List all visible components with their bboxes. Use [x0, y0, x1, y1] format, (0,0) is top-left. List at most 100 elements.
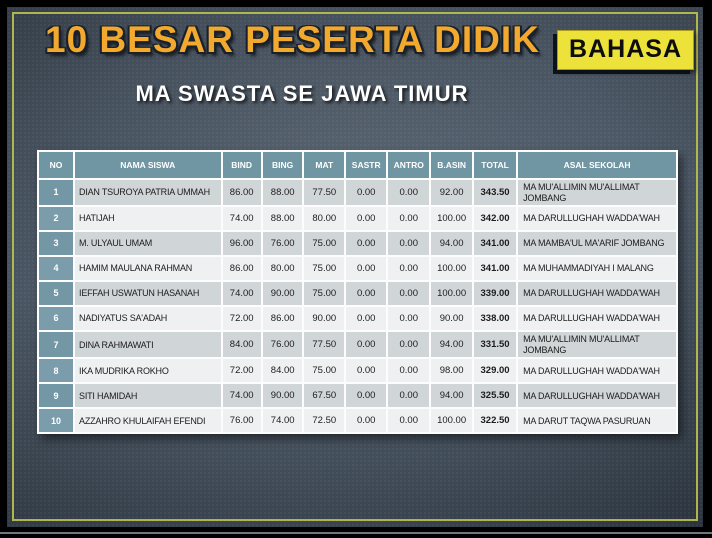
cell-bing-score: 74.00	[262, 409, 303, 433]
cell-school-name: MA MUHAMMADIYAH I MALANG	[518, 257, 676, 281]
cell-total-score: 338.00	[474, 307, 517, 331]
cell-student-name: DIAN TSUROYA PATRIA UMMAH	[75, 180, 221, 206]
cell-sastr-score: 0.00	[346, 180, 387, 206]
cell-basin-score: 94.00	[431, 232, 473, 256]
cell-antro-score: 0.00	[388, 257, 430, 281]
cell-basin-score: 100.00	[431, 257, 473, 281]
cell-rank: 3	[39, 232, 74, 256]
cell-school-name: MA DARULLUGHAH WADDA'WAH	[518, 282, 676, 306]
cell-total-score: 342.00	[474, 207, 517, 231]
cell-sastr-score: 0.00	[346, 207, 387, 231]
cell-basin-score: 100.00	[431, 282, 473, 306]
cell-student-name: SITI HAMIDAH	[75, 384, 221, 408]
cell-bing-score: 90.00	[262, 384, 303, 408]
cell-school-name: MA MU'ALLIMIN MU'ALLIMAT JOMBANG	[518, 332, 676, 358]
cell-rank: 9	[39, 384, 74, 408]
cell-sastr-score: 0.00	[346, 359, 387, 383]
cell-rank: 2	[39, 207, 74, 231]
cell-bind-score: 72.00	[222, 359, 261, 383]
cell-sastr-score: 0.00	[346, 409, 387, 433]
table-header-row: NO NAMA SISWA BIND BING MAT SASTR ANTRO B.ASIN T…	[39, 152, 676, 178]
cell-rank: 8	[39, 359, 74, 383]
cell-student-name: IEFFAH USWATUN HASANAH	[75, 282, 221, 306]
cell-school-name: MA DARULLUGHAH WADDA'WAH	[518, 307, 676, 331]
cell-school-name: MA MAMBA'UL MA'ARIF JOMBANG	[518, 232, 676, 256]
cell-total-score: 341.00	[474, 232, 517, 256]
cell-antro-score: 0.00	[388, 332, 430, 358]
cell-bing-score: 88.00	[262, 180, 303, 206]
cell-total-score: 339.00	[474, 282, 517, 306]
cell-mat-score: 90.00	[304, 307, 345, 331]
column-header-nama-siswa: NAMA SISWA	[75, 152, 221, 178]
column-header-total: TOTAL	[474, 152, 517, 178]
table-row: 6 NADIYATUS SA'ADAH 72.00 86.00 90.00 0.00 0.0…	[39, 307, 676, 331]
cell-total-score: 325.50	[474, 384, 517, 408]
cell-mat-score: 80.00	[304, 207, 345, 231]
cell-student-name: DINA RAHMAWATI	[75, 332, 221, 358]
cell-bing-score: 86.00	[262, 307, 303, 331]
cell-total-score: 322.50	[474, 409, 517, 433]
cell-mat-score: 72.50	[304, 409, 345, 433]
cell-school-name: MA DARUT TAQWA PASURUAN	[518, 409, 676, 433]
cell-school-name: MA DARULLUGHAH WADDA'WAH	[518, 384, 676, 408]
ranking-table: NO NAMA SISWA BIND BING MAT SASTR ANTRO B.ASIN T…	[37, 150, 678, 435]
page-subtitle: MA SWASTA SE JAWA TIMUR	[135, 81, 469, 106]
cell-mat-score: 67.50	[304, 384, 345, 408]
cell-basin-score: 92.00	[431, 180, 473, 206]
bottom-stripe	[0, 532, 712, 534]
cell-bing-score: 76.00	[262, 332, 303, 358]
page-title: 10 BESAR PESERTA DIDIK	[45, 19, 540, 60]
column-header-mat: MAT	[304, 152, 345, 178]
cell-bind-score: 86.00	[222, 180, 261, 206]
cell-basin-score: 94.00	[431, 332, 473, 358]
cell-sastr-score: 0.00	[346, 282, 387, 306]
table-row: 9 SITI HAMIDAH 74.00 90.00 67.50 0.00 0.00 94.0…	[39, 384, 676, 408]
cell-bind-score: 86.00	[222, 257, 261, 281]
cell-bing-score: 88.00	[262, 207, 303, 231]
cell-bind-score: 74.00	[222, 384, 261, 408]
cell-student-name: HATIJAH	[75, 207, 221, 231]
cell-school-name: MA MU'ALLIMIN MU'ALLIMAT JOMBANG	[518, 180, 676, 206]
cell-rank: 10	[39, 409, 74, 433]
cell-student-name: HAMIM MAULANA RAHMAN	[75, 257, 221, 281]
cell-mat-score: 77.50	[304, 332, 345, 358]
cell-basin-score: 100.00	[431, 207, 473, 231]
column-header-asal-sekolah: ASAL SEKOLAH	[518, 152, 676, 178]
cell-antro-score: 0.00	[388, 307, 430, 331]
column-header-b-asin: B.ASIN	[431, 152, 473, 178]
cell-basin-score: 90.00	[431, 307, 473, 331]
cell-sastr-score: 0.00	[346, 384, 387, 408]
cell-rank: 5	[39, 282, 74, 306]
table-row: 1 DIAN TSUROYA PATRIA UMMAH 86.00 88.00 77.5…	[39, 180, 676, 206]
cell-bing-score: 90.00	[262, 282, 303, 306]
cell-bing-score: 76.00	[262, 232, 303, 256]
cell-antro-score: 0.00	[388, 232, 430, 256]
cell-bind-score: 96.00	[222, 232, 261, 256]
cell-student-name: AZZAHRO KHULAIFAH EFENDI	[75, 409, 221, 433]
cell-mat-score: 75.00	[304, 257, 345, 281]
cell-bing-score: 84.00	[262, 359, 303, 383]
cell-mat-score: 75.00	[304, 232, 345, 256]
cell-rank: 7	[39, 332, 74, 358]
cell-antro-score: 0.00	[388, 282, 430, 306]
cell-antro-score: 0.00	[388, 384, 430, 408]
cell-student-name: IKA MUDRIKA ROKHO	[75, 359, 221, 383]
cell-bind-score: 76.00	[222, 409, 261, 433]
cell-school-name: MA DARULLUGHAH WADDA'WAH	[518, 207, 676, 231]
cell-total-score: 341.00	[474, 257, 517, 281]
cell-antro-score: 0.00	[388, 409, 430, 433]
cell-total-score: 343.50	[474, 180, 517, 206]
table-row: 4 HAMIM MAULANA RAHMAN 86.00 80.00 75.00 0.00…	[39, 257, 676, 281]
table-row: 3 M. ULYAUL UMAM 96.00 76.00 75.00 0.00 0.00 94…	[39, 232, 676, 256]
cell-mat-score: 75.00	[304, 359, 345, 383]
cell-bind-score: 74.00	[222, 282, 261, 306]
cell-bing-score: 80.00	[262, 257, 303, 281]
column-header-sastr: SASTR	[346, 152, 387, 178]
cell-student-name: NADIYATUS SA'ADAH	[75, 307, 221, 331]
cell-mat-score: 77.50	[304, 180, 345, 206]
cell-student-name: M. ULYAUL UMAM	[75, 232, 221, 256]
table-row: 7 DINA RAHMAWATI 84.00 76.00 77.50 0.00 0.00 94…	[39, 332, 676, 358]
column-header-antro: ANTRO	[388, 152, 430, 178]
table-row: 5 IEFFAH USWATUN HASANAH 74.00 90.00 75.00 0.…	[39, 282, 676, 306]
